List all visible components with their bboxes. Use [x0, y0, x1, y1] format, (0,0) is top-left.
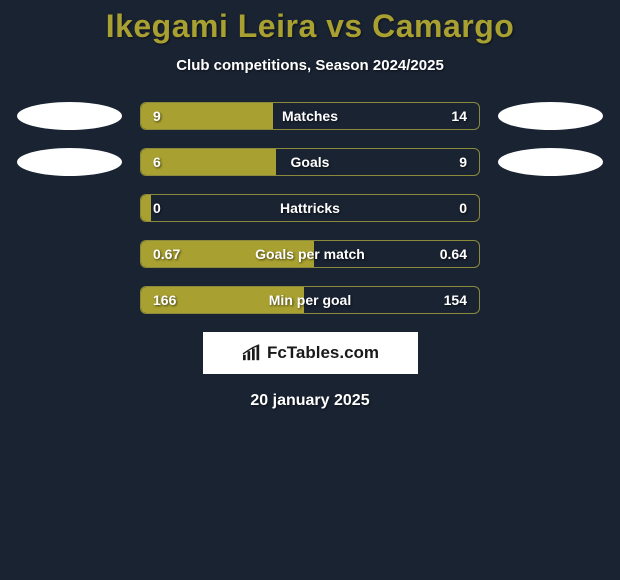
stat-value-right: 0: [459, 200, 467, 216]
stat-bar: 0.67 Goals per match 0.64: [140, 240, 480, 268]
stat-value-right: 154: [444, 292, 467, 308]
stats-container: 9 Matches 14 6 Goals 9 0 Hattricks 0 0.67 Goals pe…: [0, 102, 620, 314]
date-label: 20 january 2025: [0, 392, 620, 410]
subtitle: Club competitions, Season 2024/2025: [0, 57, 620, 74]
brand-chart-icon: [241, 344, 263, 362]
comparison-infographic: Ikegami Leira vs Camargo Club competitio…: [0, 0, 620, 410]
stat-value-left: 0.67: [153, 246, 180, 262]
stat-value-left: 166: [153, 292, 176, 308]
player-left-oval: [17, 148, 122, 176]
stat-label: Goals per match: [255, 246, 365, 262]
stat-value-right: 14: [451, 108, 467, 124]
brand-badge: FcTables.com: [203, 332, 418, 374]
player-left-oval: [17, 102, 122, 130]
stat-row: 9 Matches 14: [0, 102, 620, 130]
stat-value-right: 0.64: [440, 246, 467, 262]
stat-value-right: 9: [459, 154, 467, 170]
stat-label: Matches: [282, 108, 338, 124]
stat-bar-fill: [141, 195, 151, 221]
stat-bar: 0 Hattricks 0: [140, 194, 480, 222]
stat-row: 166 Min per goal 154: [0, 286, 620, 314]
stat-bar-fill: [141, 149, 276, 175]
stat-label: Min per goal: [269, 292, 351, 308]
stat-value-left: 0: [153, 200, 161, 216]
stat-row: 0 Hattricks 0: [0, 194, 620, 222]
player-right-oval: [498, 102, 603, 130]
player-right-oval: [498, 148, 603, 176]
stat-value-left: 9: [153, 108, 161, 124]
stat-value-left: 6: [153, 154, 161, 170]
stat-label: Hattricks: [280, 200, 340, 216]
stat-row: 6 Goals 9: [0, 148, 620, 176]
stat-bar: 6 Goals 9: [140, 148, 480, 176]
stat-label: Goals: [291, 154, 330, 170]
page-title: Ikegami Leira vs Camargo: [0, 8, 620, 45]
stat-bar: 9 Matches 14: [140, 102, 480, 130]
brand-text: FcTables.com: [267, 343, 379, 363]
stat-bar: 166 Min per goal 154: [140, 286, 480, 314]
stat-row: 0.67 Goals per match 0.64: [0, 240, 620, 268]
